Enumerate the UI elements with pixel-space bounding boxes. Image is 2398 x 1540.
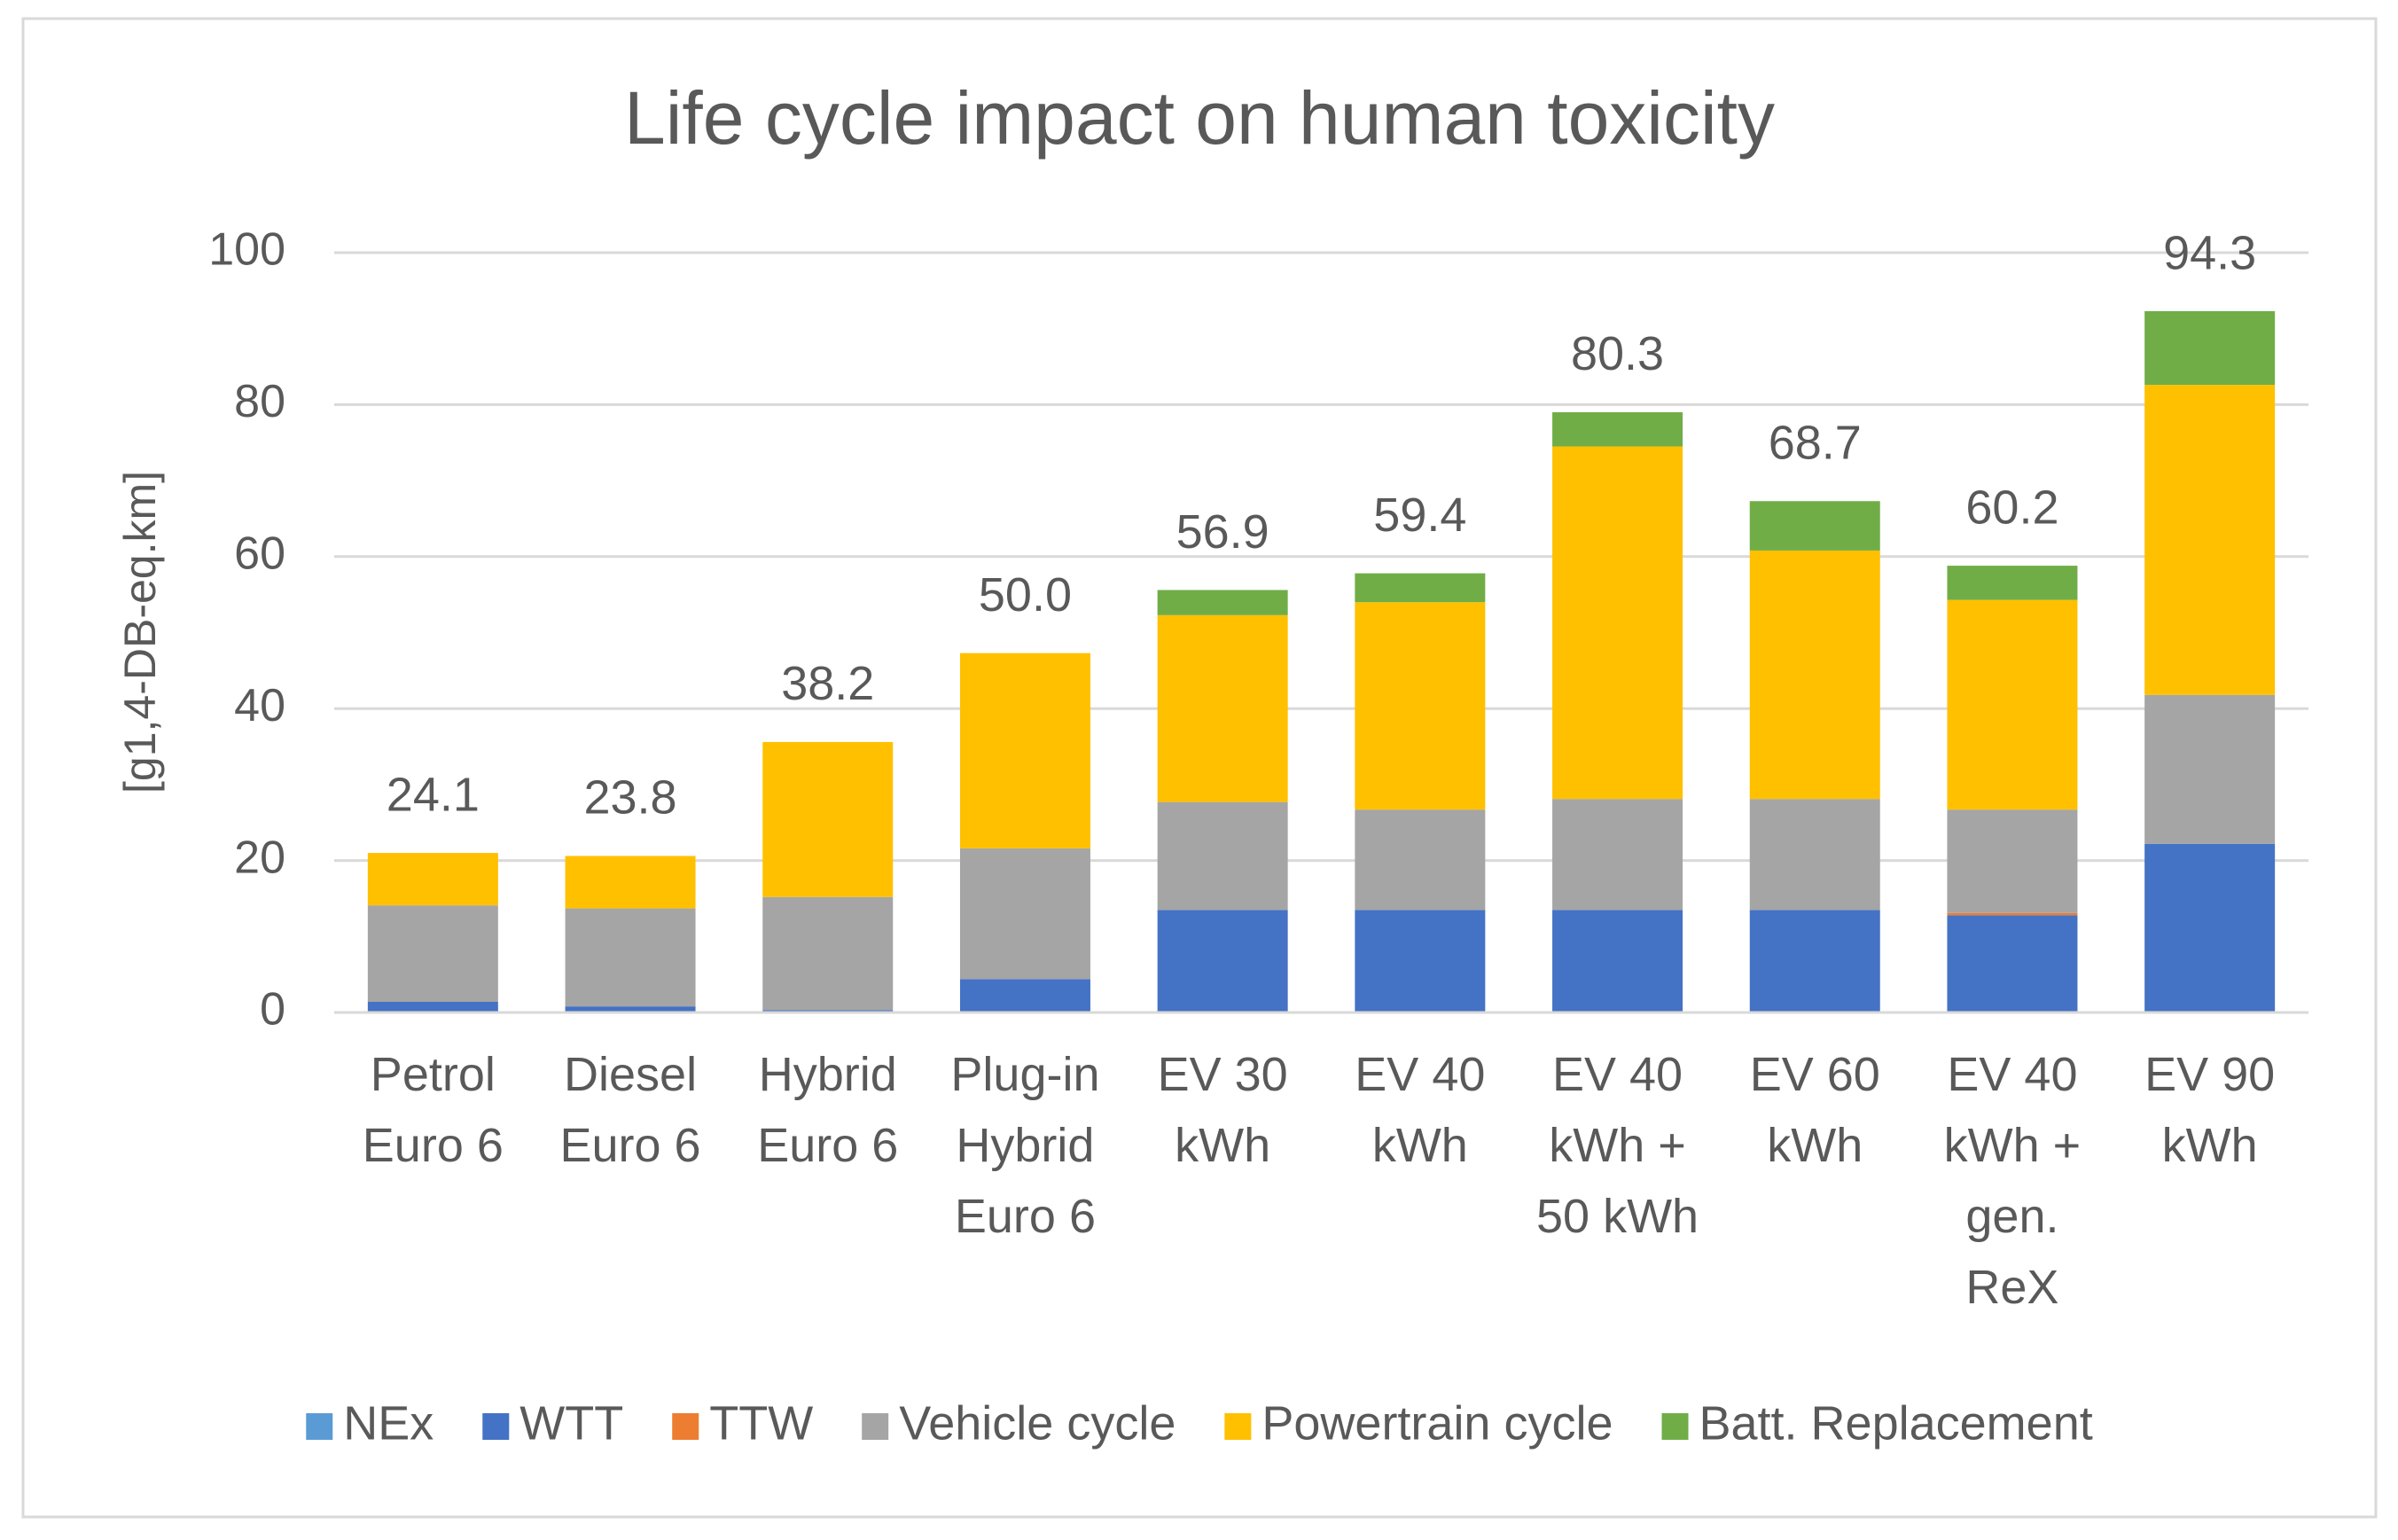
bar-segment xyxy=(1749,799,1880,911)
total-label: 94.3 xyxy=(2163,226,2256,279)
bar-segment xyxy=(1157,801,1288,911)
legend-swatch xyxy=(482,1413,510,1440)
legend-swatch xyxy=(862,1413,889,1440)
bar-segment xyxy=(1749,550,1880,800)
bar-segment xyxy=(1749,501,1880,551)
y-tick-label: 100 xyxy=(208,224,285,276)
bar-segment xyxy=(367,1002,498,1012)
legend-swatch xyxy=(306,1413,333,1440)
x-tick-label: EV 40 kWh + 50 kWh xyxy=(1536,1048,1699,1243)
bar-segment xyxy=(367,905,498,1003)
bar-segment xyxy=(1947,915,2078,1012)
x-tick-label: Hybrid Euro 6 xyxy=(757,1048,899,1172)
bar-segment xyxy=(1947,912,2078,916)
total-label: 23.8 xyxy=(583,771,676,825)
total-label: 38.2 xyxy=(781,657,874,710)
total-label: 24.1 xyxy=(387,768,480,821)
bar-segment xyxy=(2144,310,2276,386)
bar-segment xyxy=(1157,910,1288,1012)
x-tick-label: EV 40 kWh xyxy=(1355,1048,1486,1172)
total-label: 60.2 xyxy=(1965,481,2058,534)
bar-segment xyxy=(1552,799,1683,911)
total-label: 56.9 xyxy=(1176,505,1269,559)
legend-label: Powertrain cycle xyxy=(1261,1396,1613,1450)
total-label: 68.7 xyxy=(1769,417,1862,470)
total-label: 80.3 xyxy=(1571,327,1664,380)
legend-swatch xyxy=(1224,1413,1252,1440)
bar-segment xyxy=(2144,694,2276,844)
y-axis-label: [g1,4-DB-eq.km] xyxy=(115,471,165,793)
bar-segment xyxy=(565,1006,696,1012)
bar-segment xyxy=(1947,599,2078,810)
bar-segment xyxy=(2144,385,2276,695)
bar-segment xyxy=(1157,614,1288,802)
legend-label: Vehicle cycle xyxy=(899,1396,1176,1450)
y-tick-label: 0 xyxy=(260,984,285,1036)
bar-segment xyxy=(959,653,1090,848)
x-tick-label: EV 40 kWh + gen. ReX xyxy=(1943,1048,2082,1314)
bar-segment xyxy=(2144,843,2276,1012)
x-tick-label: EV 60 kWh xyxy=(1749,1048,1880,1172)
bar-segment xyxy=(1552,446,1683,800)
legend-swatch xyxy=(672,1413,699,1440)
x-tick-label: Petrol Euro 6 xyxy=(362,1048,504,1172)
bar-segment xyxy=(1157,590,1288,615)
bar-segment xyxy=(565,908,696,1007)
bar-segment xyxy=(959,848,1090,980)
bar-segment xyxy=(1355,573,1486,603)
y-tick-label: 80 xyxy=(234,376,285,427)
bar-segment xyxy=(1355,809,1486,911)
bar-segment xyxy=(1355,602,1486,810)
bar-segment xyxy=(1355,910,1486,1012)
x-tick-label: Diesel Euro 6 xyxy=(559,1048,701,1172)
x-tick-label: EV 30 kWh xyxy=(1157,1048,1288,1172)
bar-segment xyxy=(1947,809,2078,913)
legend-label: NEx xyxy=(343,1396,434,1450)
total-label: 50.0 xyxy=(979,568,1072,621)
bar-segment xyxy=(1552,411,1683,447)
bar-segment xyxy=(762,741,894,897)
legend-label: TTW xyxy=(709,1396,813,1450)
bar-segment xyxy=(1749,910,1880,1012)
y-tick-label: 40 xyxy=(234,680,285,731)
bar-segment xyxy=(1552,910,1683,1012)
bar-segment xyxy=(367,853,498,906)
legend-swatch xyxy=(1661,1413,1689,1440)
y-tick-label: 20 xyxy=(234,832,285,883)
chart-title: Life cycle impact on human toxicity xyxy=(624,76,1775,160)
y-tick-label: 60 xyxy=(234,528,285,580)
bar-segment xyxy=(762,896,894,1011)
legend-label: WTT xyxy=(519,1396,623,1450)
x-tick-label: Plug-in Hybrid Euro 6 xyxy=(950,1048,1100,1243)
bar-segment xyxy=(959,979,1090,1012)
bar-segment xyxy=(1947,566,2078,600)
legend-label: Batt. Replacement xyxy=(1699,1396,2093,1450)
bar-segment xyxy=(565,856,696,909)
x-tick-label: EV 90 kWh xyxy=(2144,1048,2276,1172)
total-label: 59.4 xyxy=(1373,489,1466,542)
